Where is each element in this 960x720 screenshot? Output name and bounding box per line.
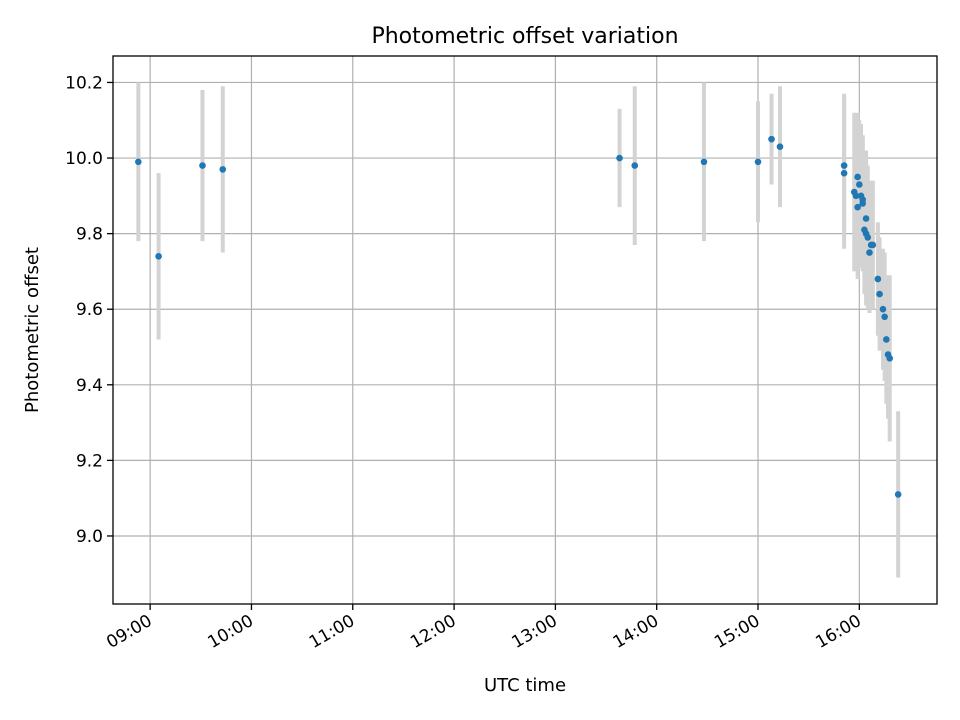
- data-point: [840, 162, 848, 169]
- data-point: [776, 143, 784, 151]
- x-axis-label: UTC time: [484, 675, 566, 696]
- data-point: [135, 158, 142, 166]
- y-tick-label: 10.2: [65, 73, 103, 93]
- data-points: [135, 135, 902, 498]
- y-tick-label: 9.2: [76, 451, 103, 471]
- data-point: [854, 203, 861, 211]
- y-tick-label: 10.0: [65, 149, 103, 169]
- data-point: [155, 253, 162, 260]
- data-point: [854, 173, 861, 181]
- data-point: [894, 491, 902, 498]
- data-point: [199, 162, 206, 169]
- y-axis-ticks: 9.0 9.2 9.4 9.6 9.8 10.0 10.2: [65, 73, 113, 547]
- plot-frame: [112, 55, 938, 605]
- data-point: [886, 355, 894, 362]
- data-point: [881, 313, 888, 321]
- y-tick-label: 9.8: [76, 225, 103, 245]
- data-point: [852, 192, 860, 200]
- data-point: [864, 234, 872, 241]
- chart-title: Photometric offset variation: [371, 24, 678, 49]
- data-point: [616, 154, 623, 162]
- data-point: [700, 158, 708, 166]
- data-point: [879, 305, 887, 313]
- data-point: [840, 169, 848, 177]
- y-tick-label: 9.6: [76, 300, 103, 320]
- y-tick-label: 9.4: [76, 376, 103, 396]
- data-point: [631, 162, 639, 169]
- data-point: [862, 215, 870, 222]
- data-point: [874, 275, 882, 283]
- data-point: [883, 336, 890, 343]
- data-point: [856, 181, 863, 188]
- data-point: [876, 290, 883, 298]
- data-point: [859, 196, 867, 203]
- data-point: [768, 135, 775, 143]
- data-point: [219, 166, 227, 173]
- data-point: [869, 241, 877, 249]
- y-axis-label: Photometric offset: [22, 247, 43, 413]
- y-tick-label: 9.0: [76, 527, 103, 547]
- data-point: [754, 158, 762, 166]
- data-point: [866, 249, 873, 256]
